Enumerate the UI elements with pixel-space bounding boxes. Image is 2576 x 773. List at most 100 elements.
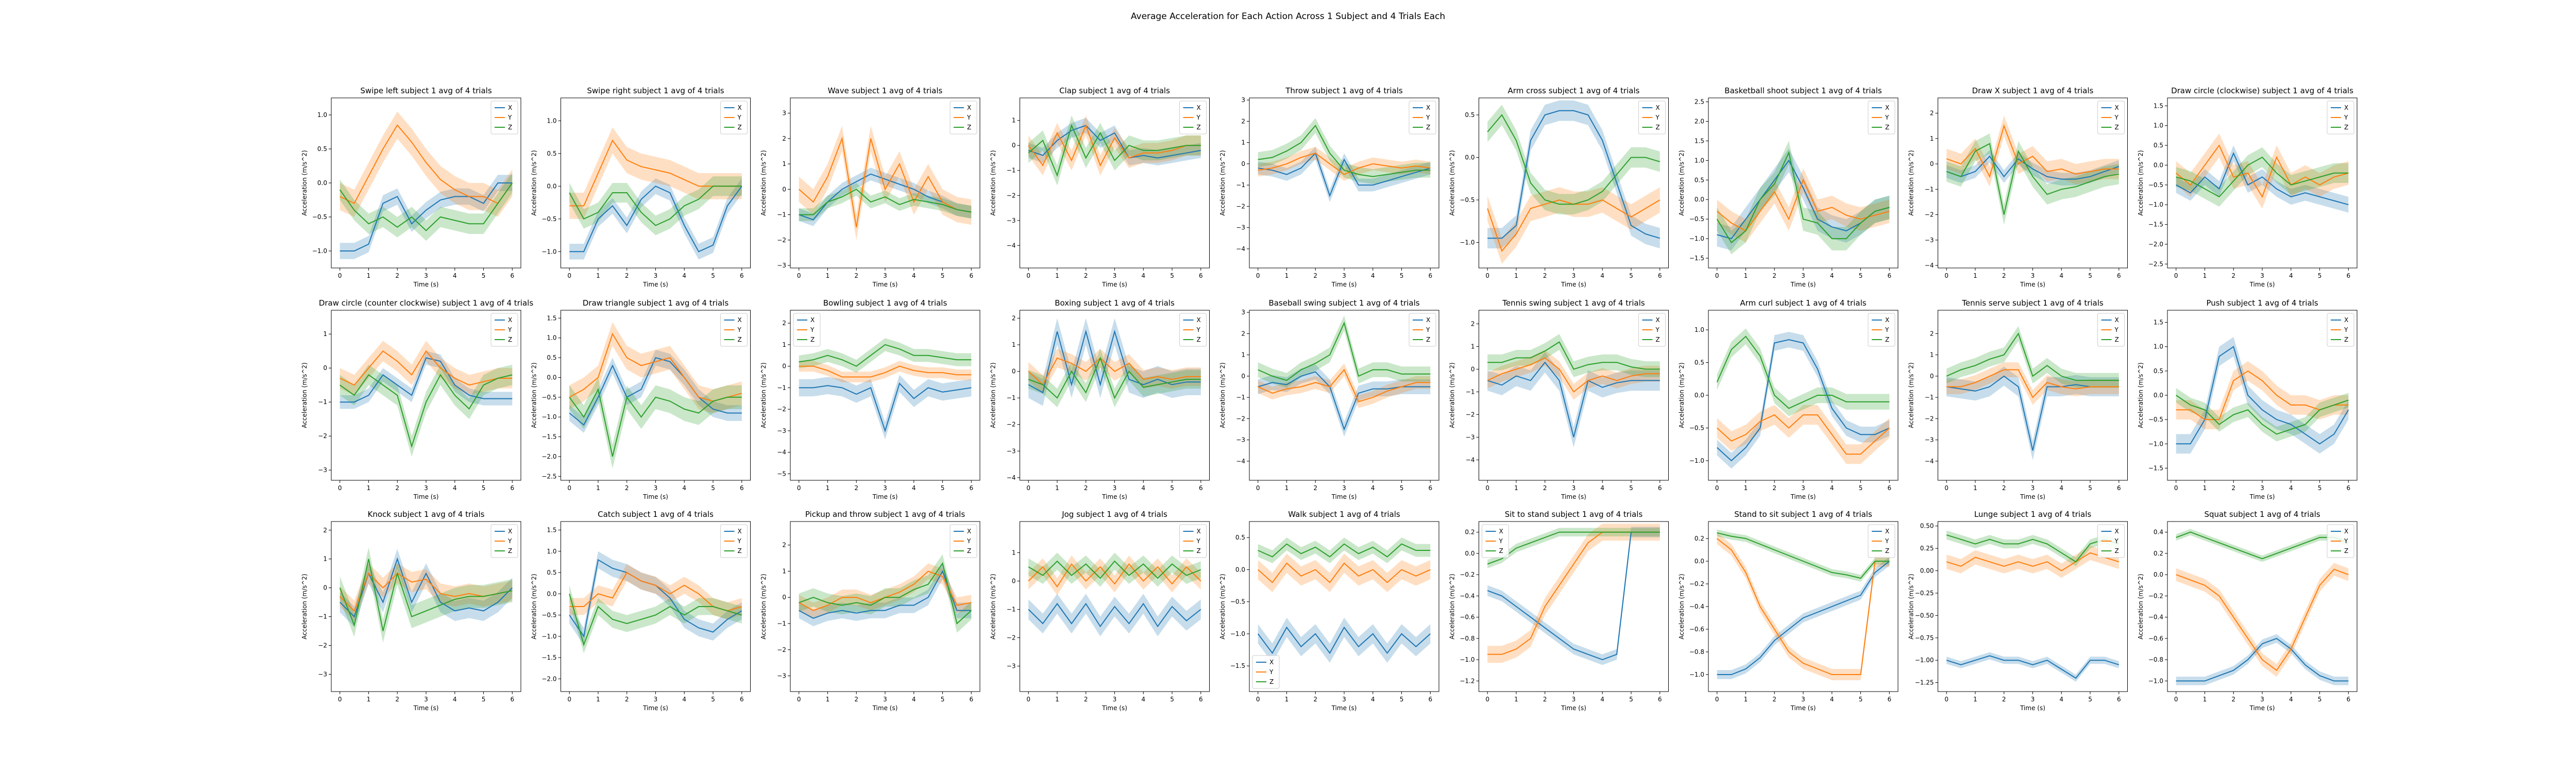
x-tick-label: 3: [1572, 696, 1576, 703]
x-tick-label: 3: [654, 696, 658, 703]
plot-frame: [561, 521, 751, 692]
x-tick-label: 6: [1428, 484, 1432, 492]
x-tick-label: 2: [1772, 484, 1776, 492]
subplot: Squat subject 1 avg of 4 trials 0 1 2 3 4 5 6 −1…: [2137, 510, 2358, 712]
legend-label: Z: [1656, 336, 1660, 343]
y-tick-label: −1.0: [1460, 239, 1475, 246]
series-line-x: [799, 382, 972, 433]
y-tick-label: −1.0: [1230, 630, 1245, 637]
series-line-z: [1716, 335, 1890, 409]
legend-label: Y: [810, 326, 815, 333]
x-tick-label: 6: [2346, 696, 2350, 703]
subplot: Wave subject 1 avg of 4 trials 0 1 2 3 4 5 6 −3 −…: [760, 86, 980, 288]
y-tick-label: 0.50: [1920, 523, 1934, 530]
x-tick-label: 2: [1543, 484, 1547, 492]
y-tick-label: 1: [782, 160, 786, 167]
y-tick-label: 0.2: [2154, 550, 2163, 557]
plot-frame: [1020, 97, 1210, 268]
x-tick-label: 2: [1084, 484, 1088, 492]
plot-data: [799, 338, 972, 440]
legend: XYZ: [720, 524, 748, 558]
x-tick-label: 1: [1973, 484, 1977, 492]
x-tick-label: 2: [395, 484, 399, 492]
y-tick-label: −2.5: [2148, 260, 2163, 267]
legend-label: X: [738, 316, 742, 324]
y-tick-label: 1.0: [2154, 343, 2163, 350]
legend: XYZ: [2097, 100, 2125, 135]
series-line-x: [1946, 155, 2120, 180]
x-axis-label: Time (s): [2020, 281, 2045, 288]
plot-data: [799, 126, 972, 240]
subplot-title: Wave subject 1 avg of 4 trials: [828, 86, 943, 95]
series-band-x: [1028, 117, 1201, 165]
subplot-title: Draw circle (counter clockwise) subject …: [319, 298, 533, 308]
series-line-y: [1028, 357, 1201, 386]
y-tick-label: 0.0: [547, 182, 556, 190]
x-tick-label: 0: [1256, 272, 1260, 279]
x-tick-label: 1: [1285, 696, 1289, 703]
series-line-x: [1717, 561, 1890, 675]
series-band-y: [1028, 556, 1201, 595]
y-tick-label: −1.0: [1689, 671, 1704, 678]
series-line-z: [339, 559, 513, 631]
subplot-title: Catch subject 1 avg of 4 trials: [598, 510, 714, 519]
x-axis-label: Time (s): [872, 493, 898, 500]
y-axis-label: Acceleration (m/s^2): [760, 362, 767, 428]
y-tick-label: −0.4: [1689, 603, 1704, 610]
x-tick-label: 4: [453, 272, 457, 279]
series-band-y: [569, 127, 742, 219]
series-line-x: [799, 570, 972, 619]
subplot: Sit to stand subject 1 avg of 4 trials 0 1…: [1449, 510, 1669, 712]
legend: XYZ: [1868, 100, 1895, 135]
y-axis-label: Acceleration (m/s^2): [990, 150, 997, 215]
series-band-y: [2176, 563, 2349, 677]
x-tick-label: 3: [1801, 272, 1805, 279]
series-band-z: [799, 554, 972, 633]
x-tick-label: 6: [1658, 272, 1662, 279]
y-tick-label: 0.5: [2154, 367, 2163, 375]
y-tick-label: 1: [1012, 549, 1016, 557]
subplot-title: Draw triangle subject 1 avg of 4 trials: [583, 298, 728, 308]
legend-label: X: [508, 528, 512, 535]
series-band-x: [340, 549, 513, 627]
series-line-y: [1258, 153, 1431, 175]
subplot: Stand to sit subject 1 avg of 4 trials 0 1…: [1678, 510, 1899, 712]
legend: XYZ: [2327, 100, 2354, 135]
x-tick-label: 2: [625, 696, 629, 703]
x-tick-label: 3: [2031, 484, 2035, 492]
x-tick-label: 0: [1715, 272, 1719, 279]
series-band-x: [1946, 366, 2119, 460]
plot-frame: [790, 97, 980, 268]
series-line-z: [569, 388, 742, 457]
plot-data: [2176, 529, 2349, 685]
x-tick-label: 5: [1629, 272, 1633, 279]
series-band-x: [569, 178, 742, 260]
x-axis-label: Time (s): [2249, 281, 2275, 288]
legend: XYZ: [490, 100, 518, 135]
x-tick-label: 3: [1801, 696, 1805, 703]
y-tick-label: −1.5: [2148, 464, 2163, 472]
series-band-y: [1946, 362, 2119, 405]
x-tick-label: 6: [740, 272, 744, 279]
y-tick-label: 0.0: [317, 179, 327, 187]
legend-label: Y: [2344, 114, 2348, 121]
y-tick-label: −3: [1007, 447, 1016, 455]
x-tick-label: 6: [510, 696, 514, 703]
legend-label: Z: [967, 124, 971, 131]
x-tick-label: 6: [2117, 272, 2121, 279]
y-tick-label: −2.0: [541, 675, 556, 682]
subplot: Clap subject 1 avg of 4 trials 0 1 2 3 4 5 6 −4 −…: [990, 86, 1210, 288]
y-tick-label: −2.5: [541, 473, 556, 480]
y-tick-label: −2: [318, 432, 327, 440]
y-tick-label: −1.0: [2148, 201, 2163, 208]
x-tick-label: 2: [2002, 484, 2006, 492]
x-tick-label: 1: [367, 484, 371, 492]
y-axis-label: Acceleration (m/s^2): [1908, 574, 1915, 639]
plot-data: [1258, 315, 1431, 437]
y-tick-label: 0.0: [2154, 161, 2163, 169]
series-band-y: [1258, 363, 1431, 408]
subplot-title: Basketball shoot subject 1 avg of 4 tria…: [1724, 86, 1882, 95]
legend: XYZ: [1409, 100, 1436, 135]
x-tick-label: 3: [1801, 484, 1805, 492]
plot-data: [1717, 529, 1890, 680]
